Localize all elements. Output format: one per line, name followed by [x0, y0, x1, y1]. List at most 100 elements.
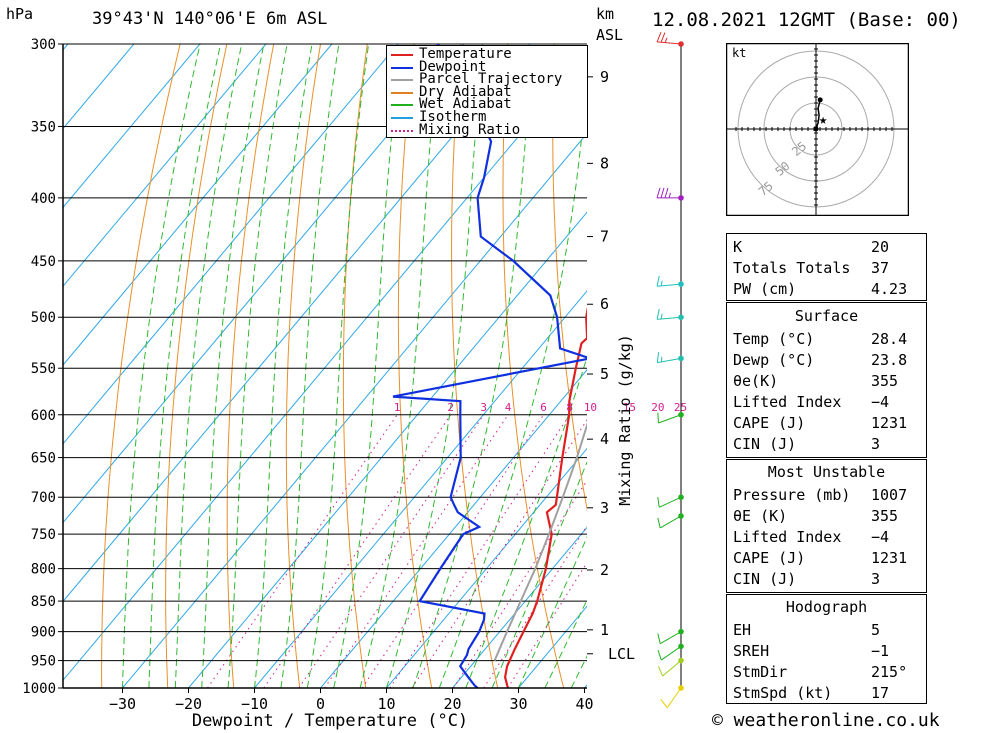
pressure-tick-label: 900 — [31, 625, 56, 641]
index-label: CAPE (J) — [733, 413, 806, 432]
indices-general-panel: K 20 Totals Totals 37 PW (cm) 4.23 — [726, 233, 927, 301]
index-label: Lifted Index — [733, 527, 842, 546]
dry-adiabat-line — [929, 44, 1000, 688]
wind-barb-staff — [657, 41, 682, 45]
legend-swatch — [391, 54, 413, 56]
index-label: SREH — [733, 641, 770, 660]
isotherm-line — [63, 44, 267, 288]
most-unstable-title: Most Unstable — [767, 463, 886, 481]
wind-barb-staff — [666, 687, 682, 708]
isotherm-line — [63, 53, 587, 682]
index-row: CAPE (J) 1231 — [729, 412, 925, 433]
index-row: CIN (J) 3 — [729, 433, 925, 454]
index-value: −4 — [871, 392, 890, 411]
legend-item: Parcel Trajectory — [387, 72, 587, 86]
indices-mu-panel: Most Unstable Pressure (mb) 1007 θE (K) 355… — [726, 459, 927, 593]
dry-adiabat-line — [285, 44, 321, 688]
index-row: Lifted Index −4 — [729, 391, 925, 412]
pressure-tick-label: 1000 — [22, 681, 56, 697]
wind-barb-feather — [660, 32, 666, 43]
legend-label: Dewpoint — [419, 58, 487, 75]
wind-barb — [656, 309, 684, 321]
wind-barb-feather — [656, 309, 660, 320]
isotherm-line — [63, 44, 201, 209]
temperature-tick-label: 30 — [509, 695, 527, 713]
wind-barb — [658, 657, 684, 677]
mixing-ratio-label: 20 — [651, 401, 664, 414]
mixing-ratio-label: 10 — [584, 401, 597, 414]
mixing-ratio-label: 8 — [566, 401, 573, 414]
pressure-tick-label: 300 — [31, 37, 56, 53]
mixing-ratio-label: 2 — [447, 401, 454, 414]
parcel-trajectory-profile — [493, 421, 587, 661]
wind-barb-staff — [657, 357, 682, 364]
pressure-tick-label: 500 — [31, 310, 56, 326]
index-row: StmDir 215° — [729, 661, 925, 682]
location-title: 39°43'N 140°06'E 6m ASL — [92, 9, 328, 29]
index-row: K 20 — [729, 236, 925, 257]
index-value: 37 — [871, 258, 890, 277]
height-tick-label: 5 — [600, 365, 609, 383]
legend-label: Temperature — [419, 46, 512, 62]
isotherm-line — [254, 290, 587, 688]
wind-barb-feather — [656, 32, 662, 43]
wind-barb — [657, 494, 684, 508]
index-label: StmDir — [733, 662, 788, 681]
dewpoint-profile — [392, 44, 587, 688]
index-row: EH 5 — [729, 619, 925, 640]
wind-barb-feather — [657, 633, 661, 644]
wind-barb-feather — [660, 187, 665, 199]
index-label: θe(K) — [733, 371, 779, 390]
legend-swatch — [391, 129, 413, 132]
pressure-tick-label: 850 — [31, 594, 56, 610]
mixing-ratio-label: 3 — [480, 401, 487, 414]
hodograph-trace-end — [817, 97, 823, 103]
pressure-tick-label: 450 — [31, 254, 56, 270]
index-label: CIN (J) — [733, 569, 797, 588]
pressure-tick-label: 350 — [31, 119, 56, 135]
wind-barb — [656, 275, 684, 287]
x-axis-label: Dewpoint / Temperature (°C) — [192, 711, 468, 731]
isotherm-line — [63, 44, 333, 366]
index-row: θe(K) 355 — [729, 370, 925, 391]
index-value: −4 — [871, 527, 890, 546]
chart-legend: Temperature Dewpoint Parcel Trajectory Dry … — [386, 45, 588, 138]
index-label: Pressure (mb) — [733, 485, 851, 504]
temperature-tick-label: −20 — [175, 695, 202, 713]
wind-barb-feather — [658, 666, 664, 677]
legend-label: Isotherm — [419, 108, 487, 125]
wind-barb — [657, 411, 684, 424]
height-tick-label: 6 — [600, 295, 609, 313]
indices-surface-panel: Surface Temp (°C) 28.4 Dewp (°C) 23.8 θe(K) 3… — [726, 302, 927, 458]
legend-item: Temperature — [387, 46, 587, 62]
pressure-tick-label: 800 — [31, 562, 56, 578]
index-label: StmSpd (kt) — [733, 683, 833, 702]
legend-swatch — [391, 104, 413, 107]
storm-motion-marker: ★ — [819, 112, 828, 128]
wind-barb-feather — [657, 412, 659, 423]
index-row: StmSpd (kt) 17 — [729, 682, 925, 703]
index-value: 17 — [871, 683, 890, 702]
legend-swatch — [391, 116, 413, 119]
wet-adiabat-line — [254, 44, 313, 688]
index-label: EH — [733, 620, 752, 639]
wind-barb-staff — [662, 660, 682, 677]
isotherm-line — [63, 44, 399, 445]
height-tick-label: 4 — [600, 430, 609, 448]
wind-barb-feather — [657, 496, 660, 508]
index-row: Pressure (mb) 1007 — [729, 484, 925, 505]
wet-adiabat-line — [227, 44, 288, 688]
legend-swatch — [391, 66, 413, 69]
pressure-tick-label: 400 — [31, 191, 56, 207]
wind-barb-staff — [657, 283, 682, 287]
index-row: SREH −1 — [729, 640, 925, 661]
indices-hodograph-panel: Hodograph EH 5 SREH −1 StmDir 215° StmSpd (kt)… — [726, 594, 927, 704]
index-row: Dewp (°C) 23.8 — [729, 349, 925, 370]
temperature-tick-label: 0 — [316, 695, 325, 713]
wind-barb — [657, 628, 684, 645]
index-value: 4.23 — [871, 279, 908, 298]
lcl-label: LCL — [608, 645, 635, 663]
legend-swatch — [391, 79, 413, 82]
temperature-profile — [503, 306, 587, 688]
